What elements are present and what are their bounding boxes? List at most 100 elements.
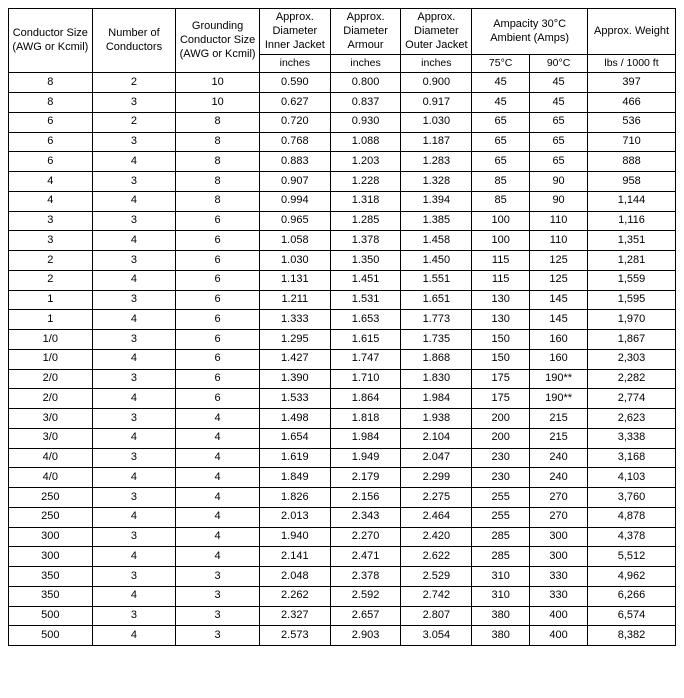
table-cell: 2.622 xyxy=(401,547,472,567)
table-cell: 160 xyxy=(530,330,588,350)
table-cell: 350 xyxy=(9,586,93,606)
table-cell: 1,867 xyxy=(588,330,676,350)
table-cell: 250 xyxy=(9,507,93,527)
table-cell: 5,512 xyxy=(588,547,676,567)
header-ampacity: Ampacity 30°C Ambient (Amps) xyxy=(472,9,588,55)
table-cell: 380 xyxy=(472,606,530,626)
table-cell: 1.984 xyxy=(401,389,472,409)
table-cell: 2.378 xyxy=(330,567,401,587)
table-cell: 90 xyxy=(530,191,588,211)
table-cell: 100 xyxy=(472,231,530,251)
table-cell: 1.450 xyxy=(401,251,472,271)
header-conductor-size: Conductor Size (AWG or Kcmil) xyxy=(9,9,93,73)
table-cell: 6 xyxy=(176,290,260,310)
table-cell: 4 xyxy=(92,428,176,448)
table-cell: 0.900 xyxy=(401,73,472,93)
header-num-conductors: Number of Conductors xyxy=(92,9,176,73)
table-cell: 6 xyxy=(9,152,93,172)
table-body: 82100.5900.8000.900454539783100.6270.837… xyxy=(9,73,676,646)
table-cell: 4 xyxy=(92,270,176,290)
table-cell: 1.030 xyxy=(401,112,472,132)
table-cell: 888 xyxy=(588,152,676,172)
table-cell: 4 xyxy=(92,626,176,646)
table-cell: 2.343 xyxy=(330,507,401,527)
table-cell: 125 xyxy=(530,270,588,290)
table-cell: 4,878 xyxy=(588,507,676,527)
table-cell: 255 xyxy=(472,507,530,527)
table-cell: 2.657 xyxy=(330,606,401,626)
table-cell: 90 xyxy=(530,172,588,192)
table-cell: 270 xyxy=(530,507,588,527)
unit-90c: 90°C xyxy=(530,55,588,73)
table-cell: 6,266 xyxy=(588,586,676,606)
table-cell: 4 xyxy=(92,547,176,567)
table-cell: 2.047 xyxy=(401,448,472,468)
table-cell: 200 xyxy=(472,428,530,448)
table-cell: 145 xyxy=(530,290,588,310)
table-cell: 6,574 xyxy=(588,606,676,626)
table-cell: 8,382 xyxy=(588,626,676,646)
table-row: 3/0441.6541.9842.1042002153,338 xyxy=(9,428,676,448)
table-row: 6380.7681.0881.1876565710 xyxy=(9,132,676,152)
table-cell: 4,962 xyxy=(588,567,676,587)
table-cell: 1.394 xyxy=(401,191,472,211)
table-cell: 1.849 xyxy=(259,468,330,488)
table-cell: 8 xyxy=(176,172,260,192)
table-cell: 1.938 xyxy=(401,409,472,429)
table-cell: 3 xyxy=(176,606,260,626)
table-row: 83100.6270.8370.9174545466 xyxy=(9,93,676,113)
table-cell: 175 xyxy=(472,369,530,389)
table-cell: 65 xyxy=(472,152,530,172)
table-cell: 1.285 xyxy=(330,211,401,231)
table-cell: 6 xyxy=(176,349,260,369)
table-cell: 160 xyxy=(530,349,588,369)
table-cell: 1.735 xyxy=(401,330,472,350)
table-cell: 2.903 xyxy=(330,626,401,646)
table-cell: 500 xyxy=(9,606,93,626)
table-cell: 2.742 xyxy=(401,586,472,606)
table-row: 1361.2111.5311.6511301451,595 xyxy=(9,290,676,310)
table-cell: 65 xyxy=(530,112,588,132)
table-cell: 1.228 xyxy=(330,172,401,192)
table-cell: 8 xyxy=(9,73,93,93)
table-cell: 6 xyxy=(176,369,260,389)
table-cell: 0.883 xyxy=(259,152,330,172)
table-cell: 115 xyxy=(472,270,530,290)
table-cell: 230 xyxy=(472,468,530,488)
table-cell: 2.048 xyxy=(259,567,330,587)
unit-inches-outer: inches xyxy=(401,55,472,73)
table-cell: 3 xyxy=(92,93,176,113)
table-row: 350432.2622.5922.7423103306,266 xyxy=(9,586,676,606)
table-cell: 2.327 xyxy=(259,606,330,626)
table-cell: 2.141 xyxy=(259,547,330,567)
table-cell: 1.427 xyxy=(259,349,330,369)
table-cell: 4,103 xyxy=(588,468,676,488)
table-cell: 285 xyxy=(472,527,530,547)
table-cell: 6 xyxy=(9,132,93,152)
table-cell: 200 xyxy=(472,409,530,429)
table-cell: 1,281 xyxy=(588,251,676,271)
header-dia-outer: Approx. Diameter Outer Jacket xyxy=(401,9,472,55)
cable-spec-table: Conductor Size (AWG or Kcmil) Number of … xyxy=(8,8,676,646)
table-cell: 2/0 xyxy=(9,369,93,389)
table-cell: 400 xyxy=(530,626,588,646)
table-cell: 0.917 xyxy=(401,93,472,113)
table-cell: 2.529 xyxy=(401,567,472,587)
table-cell: 3 xyxy=(9,231,93,251)
table-cell: 3 xyxy=(92,448,176,468)
table-cell: 4 xyxy=(176,527,260,547)
table-cell: 3 xyxy=(176,567,260,587)
table-cell: 3 xyxy=(176,626,260,646)
table-cell: 2.299 xyxy=(401,468,472,488)
table-row: 2/0361.3901.7101.830175190**2,282 xyxy=(9,369,676,389)
unit-inches-inner: inches xyxy=(259,55,330,73)
table-cell: 1.864 xyxy=(330,389,401,409)
table-cell: 2,623 xyxy=(588,409,676,429)
table-cell: 1.295 xyxy=(259,330,330,350)
table-row: 4/0341.6191.9492.0472302403,168 xyxy=(9,448,676,468)
table-cell: 1.868 xyxy=(401,349,472,369)
table-cell: 230 xyxy=(472,448,530,468)
table-cell: 2,282 xyxy=(588,369,676,389)
table-row: 300341.9402.2702.4202853004,378 xyxy=(9,527,676,547)
table-cell: 190** xyxy=(530,369,588,389)
